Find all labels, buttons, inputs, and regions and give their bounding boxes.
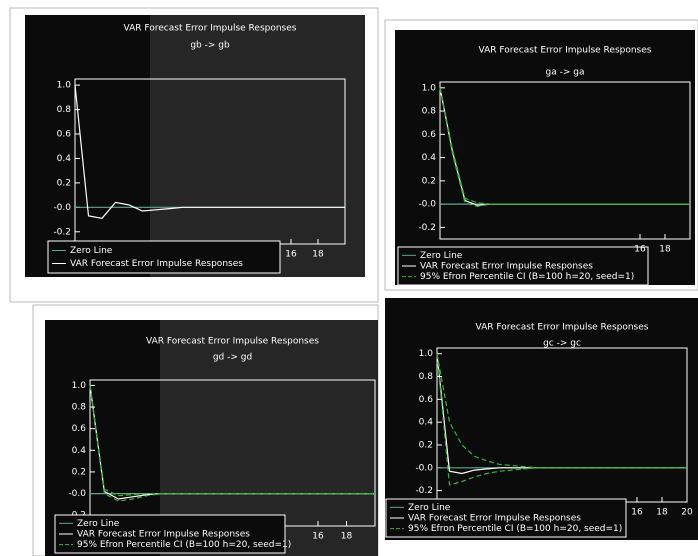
y-tick-label: 0.4 bbox=[57, 154, 72, 164]
y-tick-label: 0.6 bbox=[419, 395, 434, 405]
y-tick-label: 0.6 bbox=[72, 424, 87, 434]
x-tick-label: 18 bbox=[312, 250, 324, 260]
y-tick-label: 0.2 bbox=[419, 440, 433, 450]
y-tick-label: -0.2 bbox=[53, 227, 71, 237]
x-tick-label: 18 bbox=[659, 245, 671, 255]
chart-title: VAR Forecast Error Impulse Responses bbox=[146, 337, 319, 347]
y-tick-label: 1.0 bbox=[72, 381, 87, 391]
x-tick-label: 18 bbox=[656, 508, 668, 518]
y-tick-label: 0.8 bbox=[422, 107, 437, 117]
legend-label: VAR Forecast Error Impulse Responses bbox=[408, 514, 581, 524]
y-tick-label: 0.4 bbox=[419, 418, 434, 428]
y-tick-label: 1.0 bbox=[57, 81, 72, 91]
legend-label: VAR Forecast Error Impulse Responses bbox=[420, 262, 593, 272]
legend-label: 95% Efron Percentile CI (B=100 h=20, see… bbox=[408, 524, 622, 534]
y-tick-label: 1.0 bbox=[422, 83, 437, 93]
y-tick-label: -0.0 bbox=[418, 200, 436, 210]
y-tick-label: 0.4 bbox=[422, 153, 437, 163]
y-tick-label: 0.8 bbox=[72, 403, 87, 413]
x-tick-label: 16 bbox=[285, 250, 297, 260]
legend-label: VAR Forecast Error Impulse Responses bbox=[77, 530, 250, 540]
legend-label: Zero Line bbox=[77, 519, 120, 529]
legend-label: Zero Line bbox=[70, 246, 113, 256]
legend-label: 95% Efron Percentile CI (B=100 h=20, see… bbox=[420, 272, 634, 282]
y-tick-label: -0.0 bbox=[53, 203, 71, 213]
x-tick-label: 16 bbox=[631, 508, 643, 518]
x-tick-label: 16 bbox=[312, 532, 324, 542]
x-tick-label: 18 bbox=[341, 532, 353, 542]
y-tick-label: 1.0 bbox=[419, 349, 434, 359]
y-tick-label: 0.4 bbox=[72, 446, 87, 456]
y-tick-label: -0.0 bbox=[68, 489, 86, 499]
chart-title: VAR Forecast Error Impulse Responses bbox=[476, 323, 649, 333]
y-tick-label: 0.2 bbox=[422, 176, 436, 186]
chart-subtitle: gb -> gb bbox=[190, 41, 230, 51]
y-tick-label: -0.2 bbox=[418, 223, 436, 233]
chart-title: VAR Forecast Error Impulse Responses bbox=[479, 46, 652, 56]
chart-subtitle: gd -> gd bbox=[213, 353, 252, 363]
figure: VAR Forecast Error Impulse Responses gb -… bbox=[0, 0, 698, 556]
y-tick-label: 0.8 bbox=[57, 105, 72, 115]
y-tick-label: 0.6 bbox=[422, 130, 437, 140]
y-tick-label: 0.2 bbox=[57, 178, 71, 188]
y-tick-label: 0.6 bbox=[57, 130, 72, 140]
x-tick-label: 20 bbox=[681, 508, 693, 518]
scan-shade bbox=[150, 15, 365, 277]
y-tick-label: -0.2 bbox=[415, 486, 433, 496]
page: VAR Forecast Error Impulse Responses gb -… bbox=[0, 0, 698, 556]
chart-subtitle: gc -> gc bbox=[543, 339, 581, 349]
chart-subtitle: ga -> ga bbox=[546, 68, 585, 78]
x-tick-label: 16 bbox=[634, 245, 646, 255]
chart-title: VAR Forecast Error Impulse Responses bbox=[124, 24, 297, 34]
y-tick-label: 0.8 bbox=[419, 372, 434, 382]
legend-label: Zero Line bbox=[420, 251, 463, 261]
y-tick-label: -0.0 bbox=[415, 463, 433, 473]
legend-label: Zero Line bbox=[408, 503, 451, 513]
legend-label: 95% Efron Percentile CI (B=100 h=20, see… bbox=[77, 540, 291, 550]
y-tick-label: 0.2 bbox=[72, 467, 86, 477]
legend-label: VAR Forecast Error Impulse Responses bbox=[70, 259, 243, 269]
